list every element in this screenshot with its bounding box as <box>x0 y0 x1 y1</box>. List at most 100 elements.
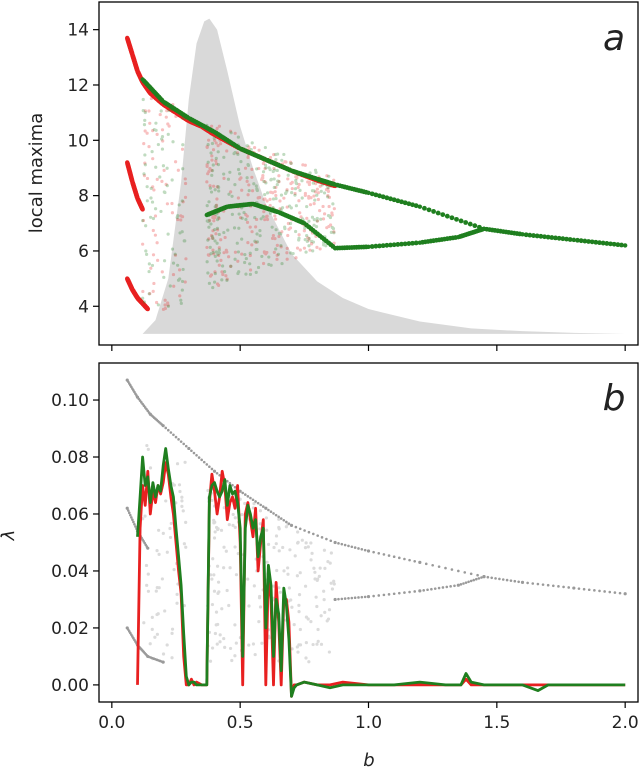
scatter-point <box>177 203 181 207</box>
y-tick-label: 10 <box>67 131 89 151</box>
scatter-point <box>155 241 159 245</box>
scatter-point <box>417 204 423 209</box>
scatter-point <box>269 190 273 194</box>
scatter-point <box>337 542 340 545</box>
scatter-point <box>509 579 513 582</box>
scatter-point <box>216 252 220 256</box>
scatter-point <box>244 256 248 261</box>
scatter-point <box>176 168 180 172</box>
scatter-point <box>494 577 497 580</box>
scatter-point <box>260 641 264 645</box>
scatter-point <box>314 595 318 599</box>
scatter-point <box>171 140 175 144</box>
scatter-point <box>175 215 179 220</box>
scatter-point <box>320 183 324 187</box>
scatter-point <box>230 658 234 663</box>
scatter-point <box>161 139 165 143</box>
scatter-point <box>449 585 452 588</box>
scatter-point <box>260 176 264 180</box>
scatter-point <box>215 131 219 135</box>
scatter-point <box>284 191 288 195</box>
scatter-point <box>233 257 237 261</box>
scatter-point <box>285 520 288 524</box>
scatter-point <box>183 181 188 186</box>
scatter-point <box>254 225 258 229</box>
scatter-point <box>273 217 278 221</box>
scatter-point <box>142 172 146 176</box>
scatter-point <box>293 187 298 191</box>
scatter-point <box>182 442 185 446</box>
scatter-point <box>408 590 411 594</box>
scatter-point <box>377 594 381 597</box>
scatter-point <box>210 141 215 146</box>
scatter-point <box>233 150 237 155</box>
scatter-point <box>330 225 334 230</box>
scatter-point <box>218 142 223 146</box>
scatter-point <box>578 238 584 244</box>
scatter-point <box>357 596 360 599</box>
scatter-point <box>210 169 215 173</box>
scatter-point <box>320 536 324 539</box>
scatter-point <box>253 239 257 243</box>
scatter-point <box>272 250 276 254</box>
scatter-point <box>184 545 188 549</box>
scatter-point <box>363 595 367 599</box>
scatter-point <box>206 488 210 493</box>
scatter-point <box>155 612 159 617</box>
scatter-point <box>132 520 135 524</box>
scatter-point <box>180 499 184 503</box>
scatter-cloud <box>141 97 336 308</box>
scatter-point <box>298 248 302 252</box>
scatter-point <box>273 190 277 194</box>
scatter-point <box>608 590 612 594</box>
scatter-point <box>277 549 281 553</box>
scatter-point <box>586 239 591 244</box>
scatter-point <box>207 253 211 257</box>
scatter-point <box>218 633 222 637</box>
scatter-point <box>307 196 311 200</box>
scatter-point <box>257 620 261 624</box>
scatter-point <box>177 268 182 272</box>
scatter-point <box>441 586 445 589</box>
scatter-point <box>472 578 476 582</box>
scatter-point <box>296 185 300 189</box>
scatter-point <box>340 597 344 601</box>
scatter-point <box>213 215 217 219</box>
scatter-point <box>227 522 231 527</box>
scatter-point <box>225 277 229 281</box>
scatter-point <box>298 571 302 575</box>
scatter-point <box>215 226 220 230</box>
scatter-point <box>145 199 149 203</box>
scatter-point <box>255 187 259 191</box>
scatter-point <box>147 145 151 149</box>
scatter-point <box>214 205 218 209</box>
panel-b-y-ticks: 0.00 0.02 0.04 0.06 0.08 0.10 <box>51 391 99 696</box>
scatter-point <box>255 232 259 236</box>
scatter-point <box>217 253 221 258</box>
scatter-point <box>306 617 310 621</box>
scatter-point <box>307 236 311 241</box>
scatter-point <box>303 226 307 230</box>
scatter-point <box>213 520 217 524</box>
scatter-point <box>214 141 218 145</box>
scatter-point <box>343 543 347 547</box>
scatter-point <box>268 197 272 201</box>
scatter-point <box>226 228 230 232</box>
scatter-point <box>316 534 319 537</box>
scatter-point <box>162 168 166 172</box>
scatter-point <box>168 526 172 531</box>
scatter-point <box>274 228 278 232</box>
scatter-point <box>184 520 188 524</box>
scatter-point <box>147 269 151 274</box>
scatter-point <box>214 525 219 530</box>
scatter-point <box>236 135 240 139</box>
scatter-point <box>286 522 290 526</box>
scatter-point <box>150 149 154 154</box>
scatter-point <box>312 566 316 570</box>
scatter-point <box>298 527 302 531</box>
scatter-point <box>210 173 214 177</box>
scatter-point <box>222 155 226 159</box>
scatter-point <box>285 205 289 209</box>
scatter-point <box>254 240 258 245</box>
scatter-point <box>316 627 320 632</box>
